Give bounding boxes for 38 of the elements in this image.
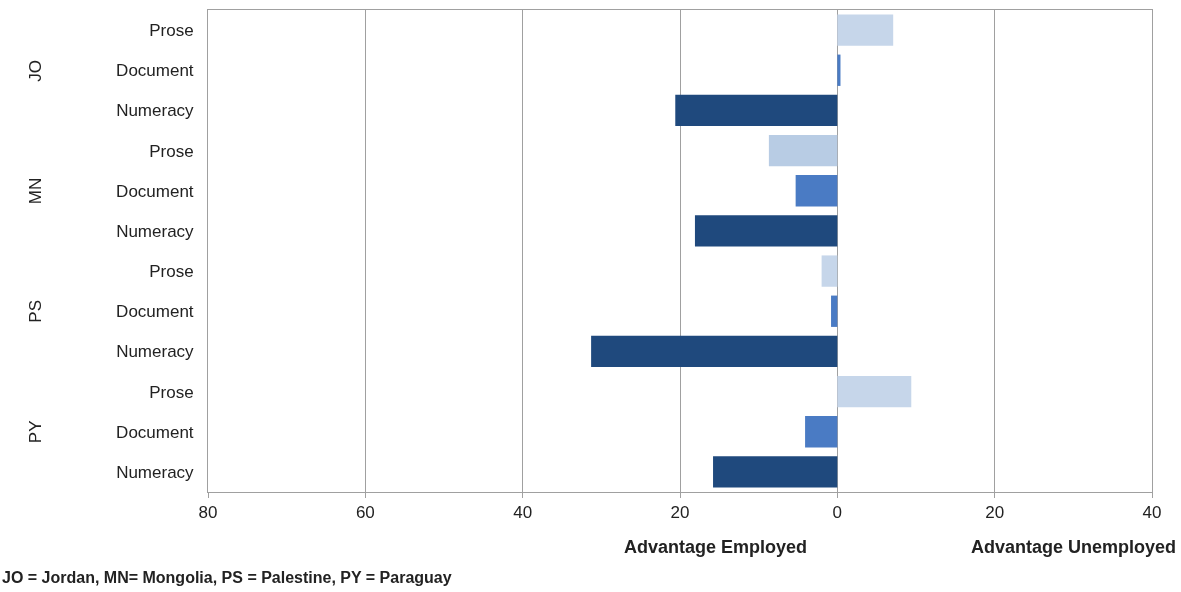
y-tick-label: Prose	[149, 21, 194, 41]
y-tick-label: Numeracy	[116, 342, 195, 362]
bar	[795, 175, 838, 207]
x-tick-label: 20	[985, 503, 1005, 523]
y-tick-label: Document	[116, 181, 194, 201]
y-tick-label: Numeracy	[116, 101, 195, 121]
bar	[831, 295, 838, 327]
y-tick-label: Numeracy	[116, 462, 195, 482]
x-tick-label: 0	[832, 503, 843, 523]
y-tick-label: Document	[116, 61, 194, 81]
bar	[675, 94, 838, 127]
bar	[768, 134, 838, 167]
bar	[821, 255, 838, 287]
text: Advantage Employed	[624, 537, 808, 557]
y-tick-label: Document	[116, 302, 194, 322]
x-tick-label: 20	[670, 503, 690, 523]
x-tick-label: 40	[513, 503, 533, 523]
y-tick-label: Document	[116, 422, 194, 442]
y-tick-label: Prose	[149, 262, 194, 282]
bar	[837, 54, 841, 86]
text: PS	[26, 299, 46, 323]
text: Advantage Unemployed	[971, 537, 1177, 557]
bar	[837, 375, 912, 408]
text: MN	[25, 177, 45, 205]
bar	[837, 14, 894, 46]
bar	[805, 416, 838, 448]
x-tick-label: 40	[1142, 503, 1162, 523]
bar	[694, 215, 838, 247]
text: JO = Jordan, MN= Mongolia, PS = Palestine, PY = Paraguay	[2, 569, 452, 586]
x-tick-label: 80	[198, 503, 218, 523]
y-tick-label: Prose	[149, 382, 194, 402]
text: JO	[26, 59, 46, 82]
bar	[713, 456, 838, 488]
x-tick-label: 60	[355, 503, 375, 523]
bar	[591, 335, 838, 368]
y-tick-label: Prose	[149, 141, 194, 161]
y-tick-label: Numeracy	[116, 221, 195, 241]
text: PY	[25, 420, 45, 444]
